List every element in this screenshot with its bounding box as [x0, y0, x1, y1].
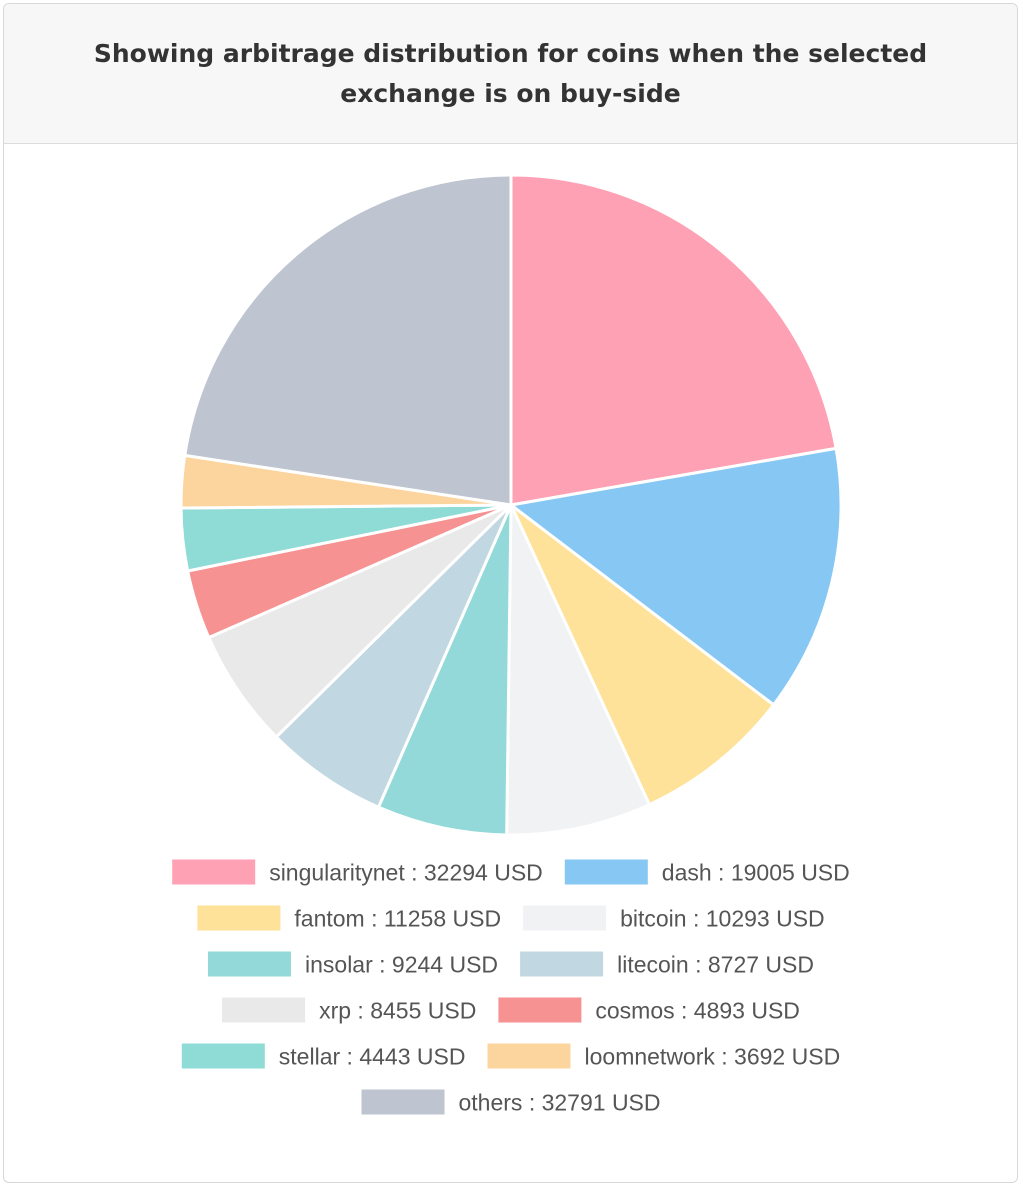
legend-swatch — [222, 997, 306, 1023]
legend-label: stellar : 4443 USD — [279, 1043, 466, 1069]
legend-label: dash : 19005 USD — [662, 859, 850, 885]
legend-item-singularitynet[interactable]: singularitynet : 32294 USD — [172, 859, 543, 885]
legend-swatch — [172, 859, 256, 885]
pie-slice-others[interactable] — [183, 173, 513, 507]
legend-label: singularitynet : 32294 USD — [269, 859, 543, 885]
legend-label: bitcoin : 10293 USD — [620, 905, 825, 931]
legend-label: others : 32791 USD — [459, 1089, 661, 1115]
pie-slice-dash[interactable] — [509, 446, 843, 707]
pie-slice-litecoin[interactable] — [274, 503, 513, 809]
legend-item-litecoin[interactable]: litecoin : 8727 USD — [520, 951, 814, 977]
legend-swatch — [564, 859, 648, 885]
pie-slice-singularitynet[interactable] — [509, 173, 838, 507]
legend-swatch — [498, 997, 582, 1023]
legend: singularitynet : 32294 USD dash : 19005 U… — [172, 859, 850, 1115]
pie-slice-bitcoin[interactable] — [505, 503, 651, 837]
pie-slices — [179, 173, 843, 837]
legend-swatch — [208, 951, 291, 977]
legend-swatch — [197, 905, 281, 931]
legend-item-stellar[interactable]: stellar : 4443 USD — [181, 1043, 466, 1069]
legend-item-loomnetwork[interactable]: loomnetwork : 3692 USD — [487, 1043, 841, 1069]
legend-label: insolar : 9244 USD — [305, 951, 498, 977]
legend-label: fantom : 11258 USD — [294, 905, 501, 931]
legend-swatch — [487, 1043, 571, 1069]
legend-item-fantom[interactable]: fantom : 11258 USD — [197, 905, 501, 931]
legend-label: loomnetwork : 3692 USD — [585, 1043, 841, 1069]
legend-swatch — [361, 1089, 445, 1115]
legend-label: xrp : 8455 USD — [319, 997, 476, 1023]
pie-slice-fantom[interactable] — [509, 503, 776, 807]
legend-item-xrp[interactable]: xrp : 8455 USD — [222, 997, 476, 1023]
legend-item-bitcoin[interactable]: bitcoin : 10293 USD — [523, 905, 825, 931]
pie-slice-insolar[interactable] — [376, 503, 513, 837]
legend-item-insolar[interactable]: insolar : 9244 USD — [208, 951, 498, 977]
card-header: Showing arbitrage distribution for coins… — [4, 4, 1017, 144]
legend-item-dash[interactable]: dash : 19005 USD — [564, 859, 850, 885]
chart-title: Showing arbitrage distribution for coins… — [93, 38, 928, 108]
legend-swatch — [181, 1043, 265, 1069]
legend-item-others[interactable]: others : 32791 USD — [361, 1089, 661, 1115]
legend-label: cosmos : 4893 USD — [595, 997, 800, 1023]
legend-swatch — [520, 951, 604, 977]
legend-swatch — [523, 905, 607, 931]
legend-item-cosmos[interactable]: cosmos : 4893 USD — [498, 997, 800, 1023]
legend-label: litecoin : 8727 USD — [617, 951, 814, 977]
